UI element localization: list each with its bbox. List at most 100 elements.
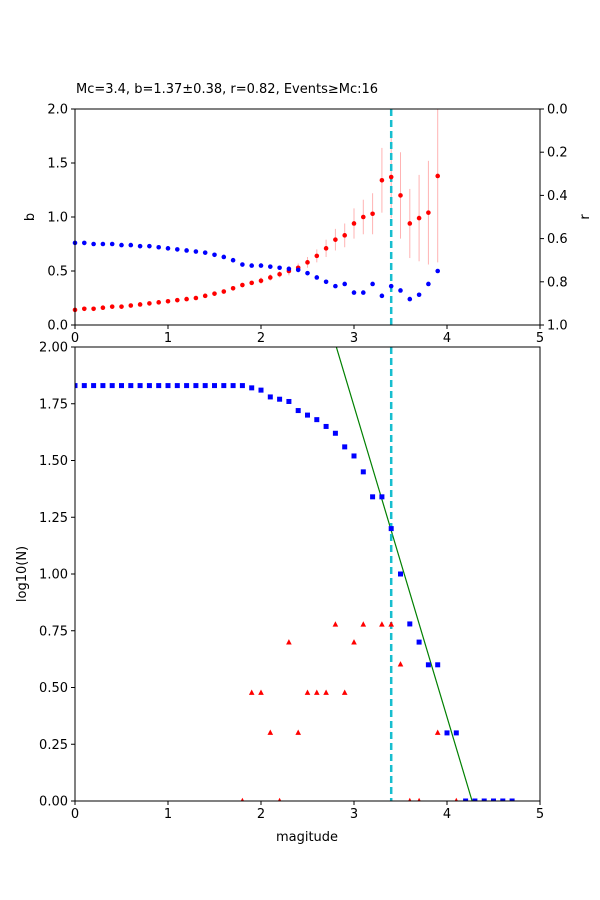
cumulative-count-point — [388, 526, 394, 532]
cumulative-count-point — [212, 383, 217, 389]
top-plot-area — [75, 109, 540, 325]
top-y-tick-label: 2.0 — [47, 103, 68, 118]
noncumulative-count-point — [360, 621, 367, 627]
bottom-y-tick-label: 1.25 — [39, 511, 68, 526]
r-point — [240, 262, 245, 267]
b-point — [342, 233, 348, 238]
bottom-y-tick-label: 0.25 — [39, 738, 68, 753]
r-point — [333, 283, 338, 289]
r-point — [91, 241, 96, 247]
bottom-panel: 0 1 2 3 4 5 0.00 0.25 0.50 0.75 1.00 1.25 1.50 1.75 2… — [15, 341, 544, 846]
noncumulative-count-point — [240, 797, 245, 801]
top-right-y-tick-label: 1.0 — [547, 319, 568, 334]
r-point — [156, 244, 161, 250]
b-point — [193, 295, 199, 301]
cumulative-count-point — [156, 383, 162, 389]
bottom-x-tick-label: 0 — [71, 807, 79, 822]
top-right-y-ticks: 0.0 0.2 0.4 0.6 0.8 1.0 — [540, 103, 568, 334]
cumulative-count-point — [425, 662, 431, 668]
bottom-x-ticks: 0 1 2 3 4 5 — [71, 801, 544, 822]
b-point — [277, 271, 282, 277]
bottom-y-tick-label: 1.50 — [39, 454, 68, 469]
b-point — [379, 177, 385, 183]
cumulative-count-point — [463, 798, 469, 801]
noncumulative-count-point — [388, 621, 394, 627]
top-right-y-tick-label: 0.4 — [547, 189, 568, 204]
noncumulative-count-point — [417, 797, 421, 801]
r-point — [361, 290, 366, 295]
top-y-tick-label: 0.5 — [47, 265, 68, 280]
b-point — [137, 302, 143, 307]
cumulative-count-point — [249, 385, 255, 391]
r-point — [221, 254, 227, 260]
cumulative-count-point — [230, 383, 236, 389]
b-point — [416, 215, 422, 221]
r-point — [119, 242, 124, 248]
cumulative-count-point — [491, 798, 496, 801]
bottom-x-tick-label: 3 — [350, 807, 358, 822]
cumulative-count-point — [184, 383, 190, 389]
noncumulative-count-point — [258, 689, 264, 695]
r-point — [230, 257, 236, 263]
r-point — [351, 290, 357, 295]
noncumulative-count-point — [295, 729, 301, 735]
top-right-y-tick-label: 0.8 — [547, 275, 568, 290]
r-point — [128, 242, 134, 248]
b-point — [82, 306, 87, 312]
noncumulative-count-point — [351, 639, 357, 645]
b-point — [165, 298, 171, 304]
bottom-x-tick-label: 5 — [536, 807, 544, 822]
b-point — [426, 210, 431, 215]
top-x-tick-label: 3 — [350, 331, 358, 346]
r-point — [277, 265, 282, 271]
cumulative-count-point — [370, 494, 376, 500]
cumulative-count-point — [137, 383, 143, 389]
cumulative-count-point — [174, 383, 180, 389]
bottom-x-tick-label: 1 — [164, 807, 172, 822]
noncumulative-count-point — [397, 661, 404, 667]
bottom-y-tick-label: 0.00 — [39, 795, 68, 810]
cumulative-count-point — [305, 412, 310, 418]
r-point — [388, 283, 394, 289]
cumulative-count-point — [239, 383, 245, 389]
r-point — [416, 292, 422, 298]
top-title: Mc=3.4, b=1.37±0.38, r=0.82, Events≥Mc:1… — [76, 82, 378, 97]
b-point — [109, 304, 115, 309]
b-point — [230, 285, 236, 291]
cumulative-count-point — [435, 662, 441, 668]
cumulative-count-point — [472, 798, 478, 801]
top-y-tick-label: 1.5 — [47, 157, 68, 172]
top-y-tick-label: 0.0 — [47, 319, 68, 334]
cumulative-count-point — [332, 430, 338, 436]
r-point — [109, 241, 115, 247]
cumulative-count-point — [444, 730, 450, 736]
fit-line — [335, 347, 473, 801]
cumulative-count-point — [295, 408, 301, 414]
b-point — [398, 193, 403, 198]
cumulative-count-point — [221, 383, 227, 389]
cumulative-count-point — [165, 383, 171, 389]
r-point — [435, 268, 441, 274]
noncumulative-count-point — [314, 689, 320, 695]
bottom-x-tick-label: 4 — [443, 807, 451, 822]
noncumulative-count-point — [341, 689, 348, 695]
b-point — [147, 301, 152, 306]
noncumulative-count-point — [323, 689, 329, 695]
r-point — [370, 281, 375, 287]
noncumulative-count-point — [248, 689, 255, 695]
b-point — [268, 275, 273, 280]
cumulative-count-point — [100, 383, 106, 389]
r-point — [407, 296, 413, 302]
cumulative-count-point — [81, 383, 87, 389]
r-point — [165, 246, 171, 251]
top-right-y-tick-label: 0.2 — [547, 146, 568, 161]
cumulative-count-point — [416, 639, 422, 645]
cumulative-count-point — [360, 469, 366, 475]
b-point — [258, 278, 264, 284]
cumulative-count-point — [128, 383, 134, 389]
bottom-x-tick-label: 2 — [257, 807, 265, 822]
noncumulative-count-point — [304, 689, 311, 695]
cumulative-count-point — [481, 798, 487, 801]
b-point — [249, 280, 254, 286]
